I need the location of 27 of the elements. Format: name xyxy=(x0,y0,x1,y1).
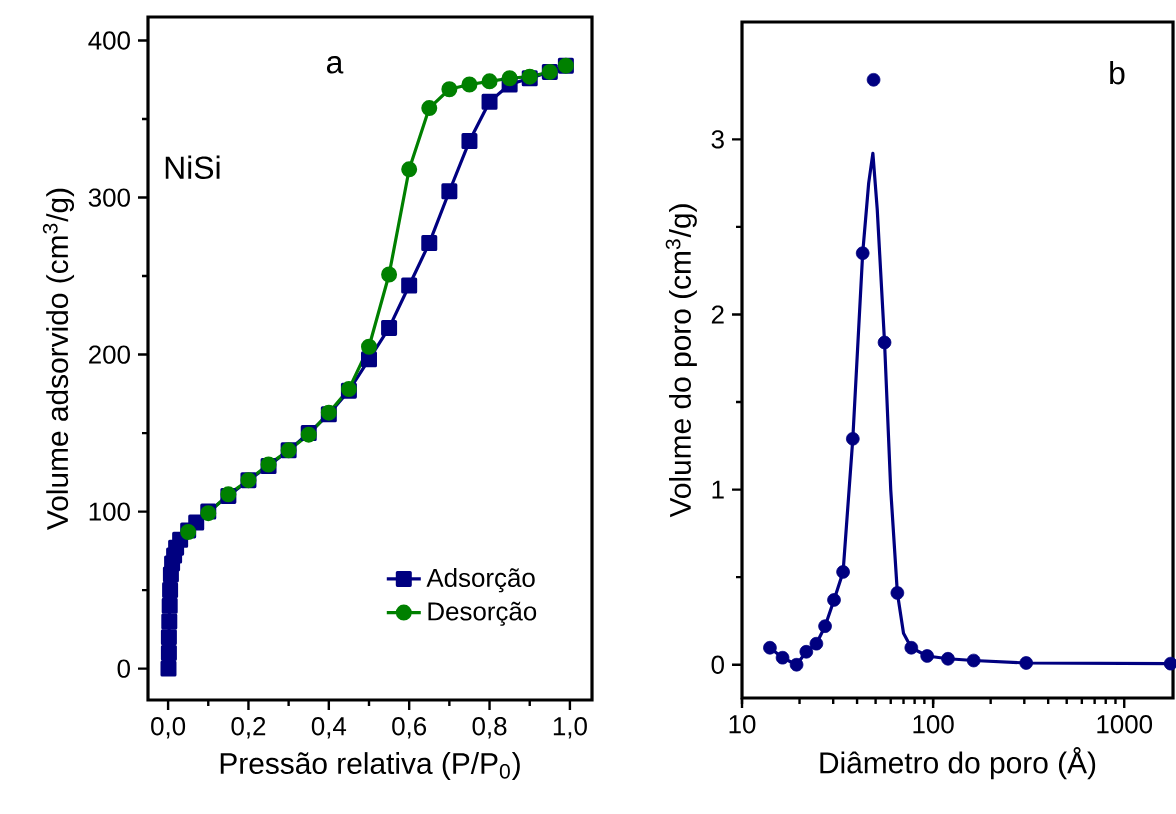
y-tick-label: 3 xyxy=(711,130,724,149)
x-tick-label: 1000 xyxy=(1097,715,1153,734)
y-tick-label: 400 xyxy=(88,31,130,50)
x-tick-label: 10 xyxy=(729,715,756,734)
y-tick-label: 100 xyxy=(89,502,130,521)
annotation: b xyxy=(1110,60,1125,85)
x-tick-label: 1,0 xyxy=(553,717,587,739)
y-axis-title: Volume do poro (cm$^{3}$/g) xyxy=(665,204,697,518)
annotation: NiSi xyxy=(165,155,220,179)
x-tick-label: 0,4 xyxy=(311,717,347,739)
y-tick-label: 0 xyxy=(711,655,724,674)
y-tick-label: 200 xyxy=(89,345,130,364)
y-tick-label: 300 xyxy=(88,188,130,207)
x-tick-label: 0,0 xyxy=(151,717,186,739)
x-tick-label: 0,2 xyxy=(231,717,266,739)
y-tick-label: 2 xyxy=(711,305,724,324)
x-axis-title: Diâmetro do poro (Å) xyxy=(820,747,1096,780)
y-tick-label: 0 xyxy=(117,659,130,678)
x-tick-label: 100 xyxy=(913,715,954,734)
x-axis-title: Pressão relativa (P/P$_{0}$) xyxy=(220,752,520,780)
legend-label: Desorção xyxy=(428,601,537,626)
x-tick-label: 0,6 xyxy=(392,717,427,739)
y-axis-title: Volume adsorvido (cm$^{3}$/g) xyxy=(42,188,75,530)
y-tick-label: 1 xyxy=(712,480,724,499)
annotation: a xyxy=(326,56,344,74)
legend-label: Adsorção xyxy=(426,568,535,593)
x-tick-label: 0,8 xyxy=(472,717,507,739)
